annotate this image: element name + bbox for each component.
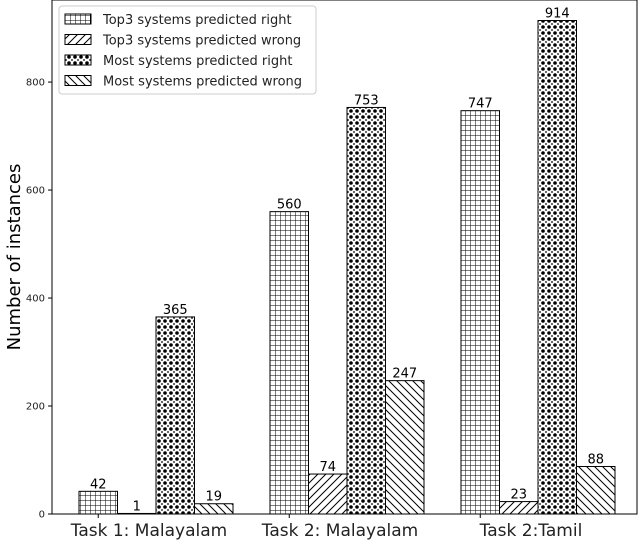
y-axis-label: Number of instances	[4, 164, 25, 351]
data-label: 1	[133, 499, 141, 514]
y-tick-label: 0	[39, 510, 45, 521]
y-tick-label: 800	[26, 78, 45, 89]
bar-3-3	[537, 20, 577, 515]
bar-1-1	[78, 490, 118, 515]
legend-label: Top3 systems predicted wrong	[102, 34, 301, 49]
bar-3-4	[576, 465, 616, 515]
data-label: 19	[205, 490, 222, 505]
data-label: 88	[587, 452, 604, 467]
data-label: 560	[277, 198, 302, 213]
bar-1-3	[155, 316, 195, 515]
x-tick-label: Task 2: Malayalam	[261, 521, 418, 541]
data-label: 74	[319, 460, 336, 475]
data-label: 753	[354, 93, 379, 108]
bar-2-1	[269, 211, 309, 515]
legend-swatch	[64, 34, 92, 45]
legend-label: Most systems predicted wrong	[103, 75, 302, 90]
bar-2-2	[308, 473, 348, 515]
data-label: 365	[163, 303, 188, 318]
legend-box	[58, 5, 317, 95]
data-label: 914	[545, 7, 570, 22]
legend-swatch	[64, 54, 92, 66]
x-tick-label: Task 2:Tamil	[479, 521, 583, 541]
bar-1-4	[194, 503, 234, 515]
plot-frame	[51, 0, 638, 515]
data-label: 23	[510, 488, 527, 503]
legend: Top3 systems predicted right Top3 systems…	[58, 5, 317, 95]
bar-2-4	[385, 380, 425, 515]
bar-3-1	[460, 110, 500, 515]
x-tick-label: Task 1: Malayalam	[70, 521, 227, 541]
data-label: 42	[90, 477, 107, 492]
legend-label: Most systems predicted right	[103, 54, 292, 69]
y-tick-label: 200	[26, 402, 45, 413]
data-label: 747	[468, 97, 493, 112]
legend-swatch	[64, 13, 92, 25]
data-label: 247	[392, 367, 417, 382]
legend-swatch	[64, 75, 92, 86]
y-tick-label: 600	[26, 186, 45, 197]
bar-2-3	[346, 106, 386, 515]
y-tick-label: 400	[26, 294, 45, 305]
bar-3-2	[499, 501, 539, 515]
legend-label: Top3 systems predicted right	[102, 13, 292, 28]
